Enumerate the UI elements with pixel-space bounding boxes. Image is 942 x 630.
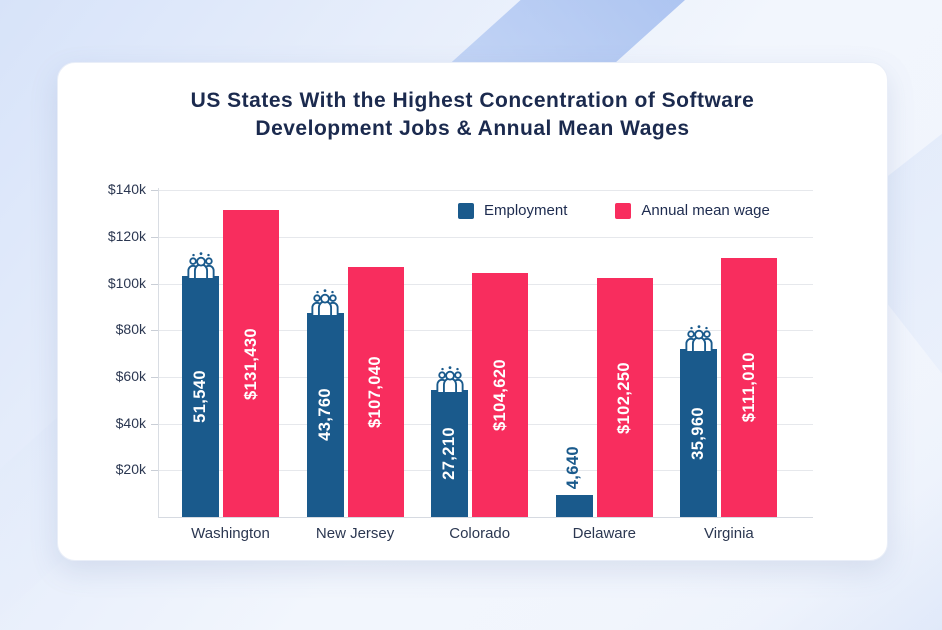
employment-value-label: 51,540	[191, 370, 209, 424]
wage-bar: $102,250	[596, 278, 653, 517]
legend-label: Employment	[484, 202, 568, 219]
chart-legend: Employment Annual mean wage	[458, 202, 770, 219]
people-icon	[683, 322, 715, 353]
x-axis-category-label: Delaware	[572, 525, 636, 542]
employment-bar	[555, 495, 593, 517]
employment-bar: 51,540	[182, 276, 219, 517]
y-tick	[151, 283, 158, 285]
wage-value-label: $107,040	[366, 356, 385, 429]
y-tick	[151, 423, 158, 425]
chart-card: US States With the Highest Concentration…	[57, 62, 888, 561]
people-icon	[309, 286, 341, 316]
gridline	[158, 190, 813, 192]
chart-title: US States With the Highest Concentration…	[58, 87, 887, 143]
employment-value-label: 35,960	[689, 406, 708, 460]
y-tick-label: $80k	[115, 321, 146, 338]
wage-value-label: $102,250	[615, 361, 634, 434]
employment-bar: 27,210	[431, 390, 469, 517]
y-tick	[151, 190, 158, 192]
y-tick-label: $120k	[107, 228, 146, 244]
wage-bar: $107,040	[347, 267, 404, 517]
legend-item: Annual mean wage	[615, 202, 770, 219]
employment-bar: 43,760	[306, 312, 344, 517]
y-tick	[151, 377, 158, 378]
plot-area: $140k $120k $100k $80k $60k $40k $20k 51,540 $13…	[58, 63, 887, 560]
y-tick-label: $40k	[115, 414, 146, 431]
wage-bar: $131,430	[223, 210, 279, 517]
y-tick-label: $20k	[115, 461, 146, 478]
y-tick-label: $100k	[107, 274, 146, 291]
y-tick-label: $60k	[115, 368, 146, 384]
wage-value-label: $104,620	[490, 358, 509, 431]
chart-title-line1: US States With the Highest Concentration…	[190, 89, 755, 112]
wage-value-label: $131,430	[241, 327, 260, 400]
x-axis-line	[158, 517, 813, 518]
legend-label: Annual mean wage	[641, 202, 770, 219]
gridline	[158, 237, 813, 238]
wage-value-label: $111,010	[739, 352, 758, 423]
y-tick-label: $140k	[107, 181, 146, 198]
x-axis-category-label: Colorado	[449, 525, 511, 542]
employment-value-label: 4,640	[564, 446, 583, 490]
legend-swatch	[615, 202, 632, 219]
y-axis-line	[158, 188, 159, 517]
y-tick	[151, 330, 158, 332]
y-tick	[151, 237, 158, 238]
wage-bar: $104,620	[472, 272, 529, 517]
chart-title-line2: Development Jobs & Annual Mean Wages	[255, 117, 690, 140]
legend-item: Employment	[458, 202, 567, 219]
x-axis-category-label: Virginia	[704, 525, 754, 542]
y-tick	[151, 470, 158, 472]
employment-value-label: 27,210	[440, 427, 459, 480]
x-axis-category-label: New Jersey	[315, 525, 395, 542]
employment-value-label: 43,760	[315, 388, 334, 442]
legend-swatch	[458, 202, 474, 219]
people-icon	[434, 363, 466, 393]
people-icon	[185, 249, 217, 280]
x-axis-category-label: Washington	[191, 525, 270, 542]
wage-bar: $111,010	[721, 257, 778, 517]
employment-bar: 35,960	[680, 349, 718, 517]
